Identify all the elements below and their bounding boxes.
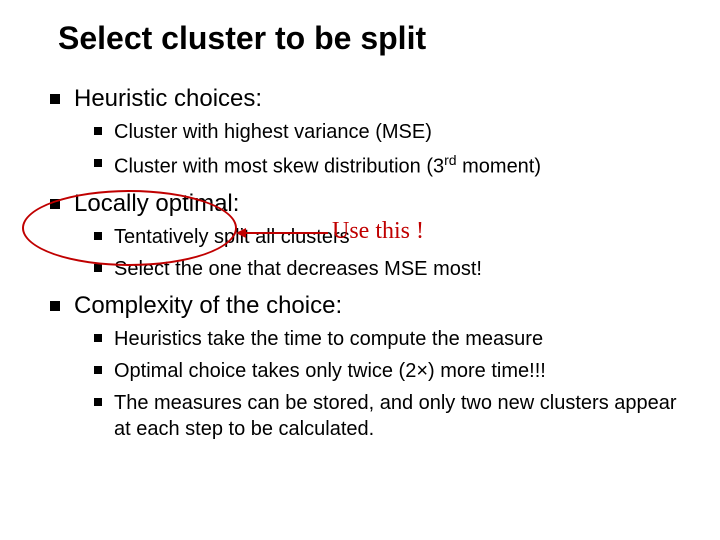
section-0: Heuristic choices: Cluster with highest v… [50, 85, 680, 180]
section-item-text: Select the one that decreases MSE most! [114, 256, 482, 282]
bullet-marker [50, 301, 60, 311]
bullet-marker [94, 232, 102, 240]
bullet-marker [94, 159, 102, 167]
section-item-text: Cluster with highest variance (MSE) [114, 119, 432, 145]
section-heading: Locally optimal: [50, 190, 680, 218]
section-item-text: Cluster with most skew distribution (3rd… [114, 151, 541, 180]
callout-text: Use this ! [332, 218, 424, 245]
bullet-marker [50, 94, 60, 104]
bullet-marker [94, 366, 102, 374]
section-item: Heuristics take the time to compute the … [94, 326, 680, 352]
section-heading-text: Locally optimal: [74, 190, 239, 218]
bullet-marker [94, 127, 102, 135]
slide-content: Heuristic choices: Cluster with highest v… [50, 85, 680, 442]
bullet-marker [94, 264, 102, 272]
section-item-text: Heuristics take the time to compute the … [114, 326, 543, 352]
section-heading: Heuristic choices: [50, 85, 680, 113]
section-item: Cluster with most skew distribution (3rd… [94, 151, 680, 180]
bullet-marker [94, 398, 102, 406]
bullet-marker [50, 199, 60, 209]
slide-title: Select cluster to be split [58, 20, 680, 57]
section-heading: Complexity of the choice: [50, 292, 680, 320]
section-item: Select the one that decreases MSE most! [94, 256, 680, 282]
section-item-text: Tentatively split all clusters [114, 224, 350, 250]
section-heading-text: Complexity of the choice: [74, 292, 342, 320]
section-item: Optimal choice takes only twice (2×) mor… [94, 358, 680, 384]
section-2: Complexity of the choice: Heuristics take… [50, 292, 680, 442]
section-item: The measures can be stored, and only two… [94, 390, 680, 442]
section-item-text: Optimal choice takes only twice (2×) mor… [114, 358, 546, 384]
section-item-text: The measures can be stored, and only two… [114, 390, 680, 442]
section-heading-text: Heuristic choices: [74, 85, 262, 113]
bullet-marker [94, 334, 102, 342]
section-item: Cluster with highest variance (MSE) [94, 119, 680, 145]
